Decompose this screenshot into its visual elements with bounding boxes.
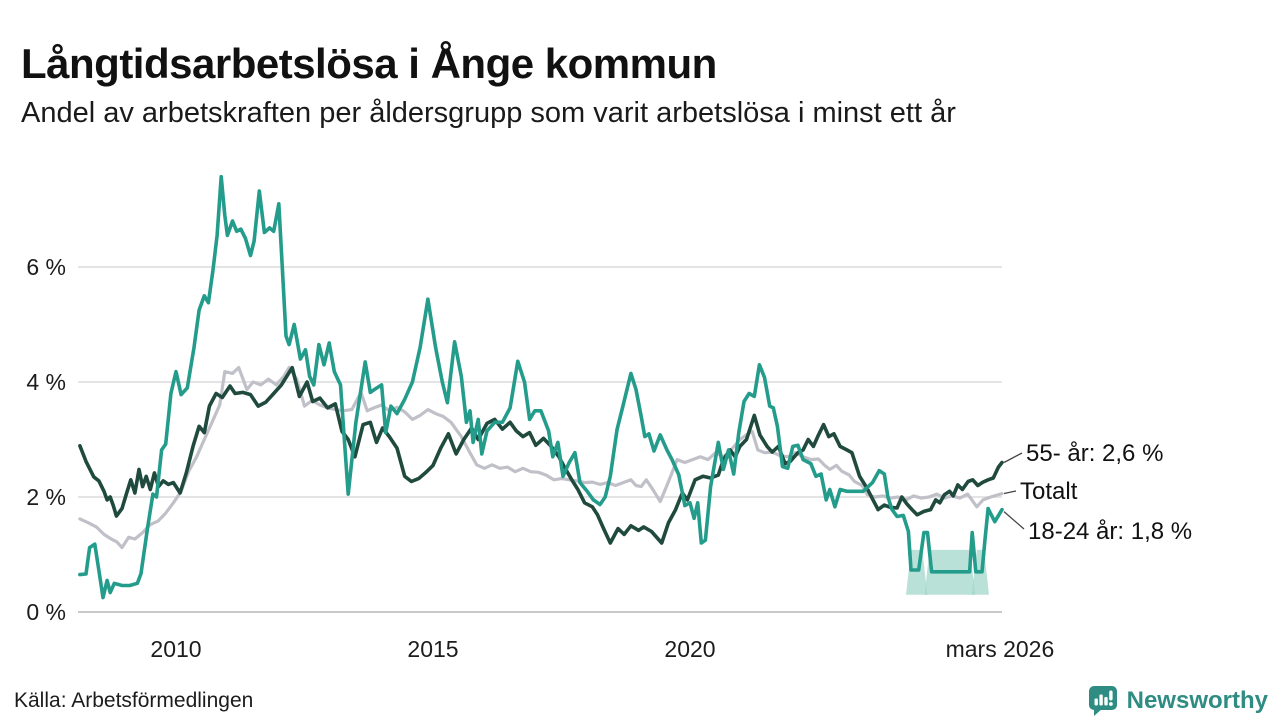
x-tick-label: 2015 (407, 636, 458, 662)
x-tick-label: 2010 (150, 636, 201, 662)
y-tick-label: 6 % (26, 254, 66, 280)
annotation-connector (1003, 511, 1025, 530)
x-tick-label: 2020 (664, 636, 715, 662)
newsworthy-logo-icon (1087, 684, 1119, 717)
chart-subtitle: Andel av arbetskraften per åldersgrupp s… (21, 97, 956, 129)
page-title: Långtidsarbetslösa i Ånge kommun (21, 40, 717, 88)
series-line-totalt (78, 366, 1004, 550)
newsworthy-wordmark: Newsworthy (1126, 686, 1268, 714)
annotation-connector (1003, 490, 1017, 495)
source-credit: Källa: Arbetsförmedlingen (14, 689, 254, 712)
series-line-55-r (78, 365, 1004, 545)
y-tick-label: 2 % (26, 484, 66, 510)
annotation-55-plus: 55- år: 2,6 % (1026, 440, 1164, 467)
annotation-connector (1003, 452, 1023, 464)
y-tick-label: 0 % (26, 599, 66, 625)
x-tick-label: mars 2026 (946, 636, 1055, 662)
newsworthy-brand: Newsworthy (1087, 684, 1268, 717)
series-line-18-24-r (78, 174, 1004, 600)
annotation-18-24: 18-24 år: 1,8 % (1028, 518, 1193, 545)
y-tick-label: 4 % (26, 369, 66, 395)
annotation-total: Totalt (1020, 478, 1078, 505)
